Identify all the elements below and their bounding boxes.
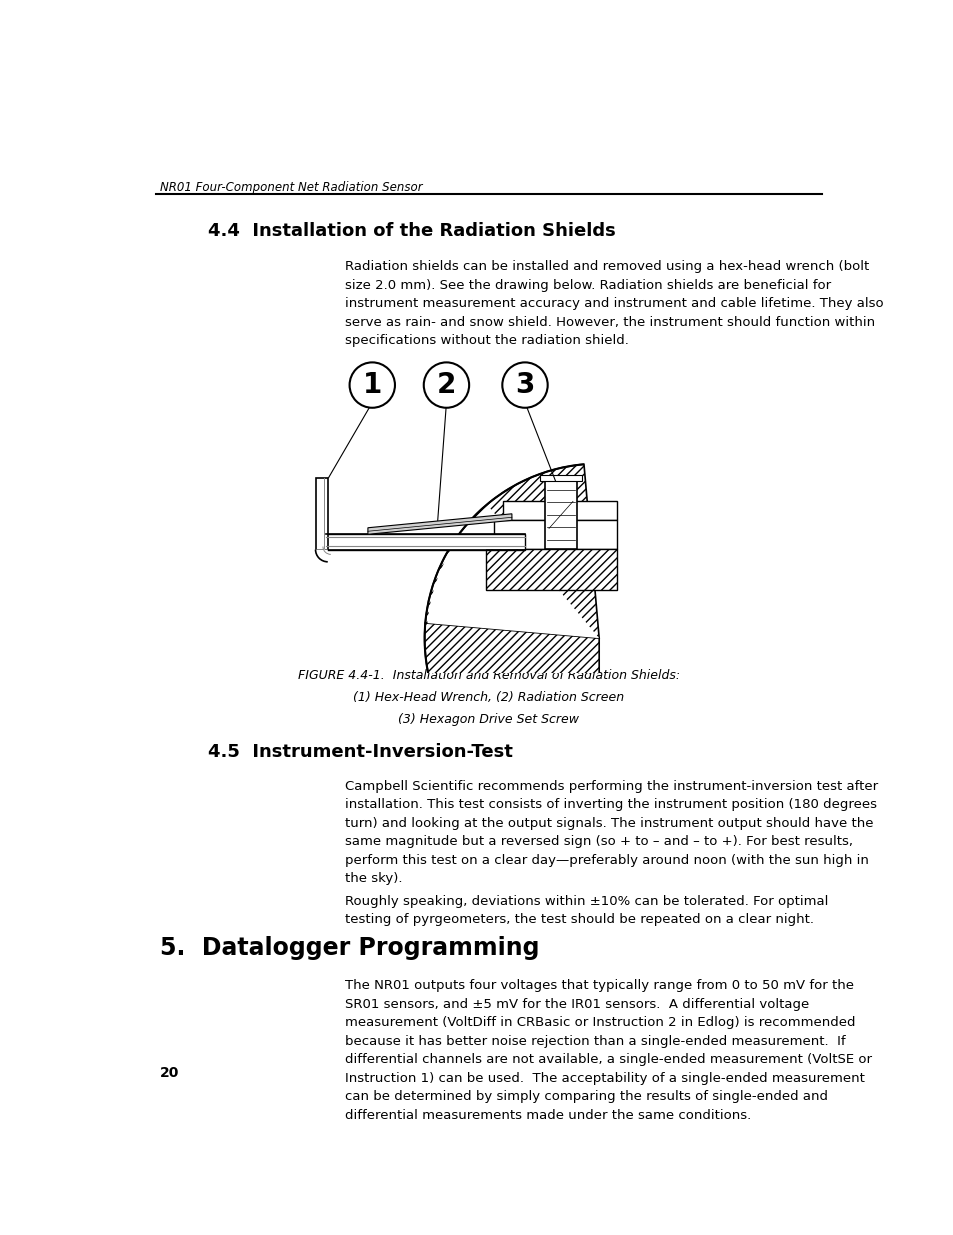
Text: (1) Hex-Head Wrench, (2) Radiation Screen: (1) Hex-Head Wrench, (2) Radiation Scree… <box>353 692 624 704</box>
Polygon shape <box>368 514 512 535</box>
Text: Radiation shields can be installed and removed using a hex-head wrench (bolt
siz: Radiation shields can be installed and r… <box>344 261 882 347</box>
Bar <box>485 548 616 590</box>
Wedge shape <box>427 506 598 638</box>
Bar <box>539 474 581 482</box>
Text: (3) Hexagon Drive Set Screw: (3) Hexagon Drive Set Screw <box>398 713 578 726</box>
Text: NR01 Four-Component Net Radiation Sensor: NR01 Four-Component Net Radiation Sensor <box>160 182 422 194</box>
Text: 4.5  Instrument-Inversion-Test: 4.5 Instrument-Inversion-Test <box>208 743 513 762</box>
Bar <box>326 535 524 550</box>
Text: FIGURE 4.4-1.  Installation and Removal of Radiation Shields:: FIGURE 4.4-1. Installation and Removal o… <box>297 669 679 682</box>
Text: 3: 3 <box>515 370 534 399</box>
Wedge shape <box>315 550 328 562</box>
Bar <box>315 478 328 550</box>
Bar <box>502 500 616 520</box>
Circle shape <box>423 362 469 408</box>
Text: 2: 2 <box>436 370 456 399</box>
Wedge shape <box>424 622 598 813</box>
Bar <box>494 520 616 548</box>
Bar <box>544 482 577 548</box>
Circle shape <box>502 362 547 408</box>
Text: 20: 20 <box>160 1066 179 1081</box>
Text: 1: 1 <box>362 370 381 399</box>
Text: 5.  Datalogger Programming: 5. Datalogger Programming <box>160 936 538 960</box>
Bar <box>485 548 616 590</box>
Text: The NR01 outputs four voltages that typically range from 0 to 50 mV for the
SR01: The NR01 outputs four voltages that typi… <box>344 979 871 1121</box>
Wedge shape <box>425 464 598 638</box>
Text: Roughly speaking, deviations within ±10% can be tolerated. For optimal
testing o: Roughly speaking, deviations within ±10%… <box>344 894 827 926</box>
Text: 4.4  Installation of the Radiation Shields: 4.4 Installation of the Radiation Shield… <box>208 222 615 241</box>
Circle shape <box>349 362 395 408</box>
Text: Campbell Scientific recommends performing the instrument-inversion test after
in: Campbell Scientific recommends performin… <box>344 779 877 885</box>
